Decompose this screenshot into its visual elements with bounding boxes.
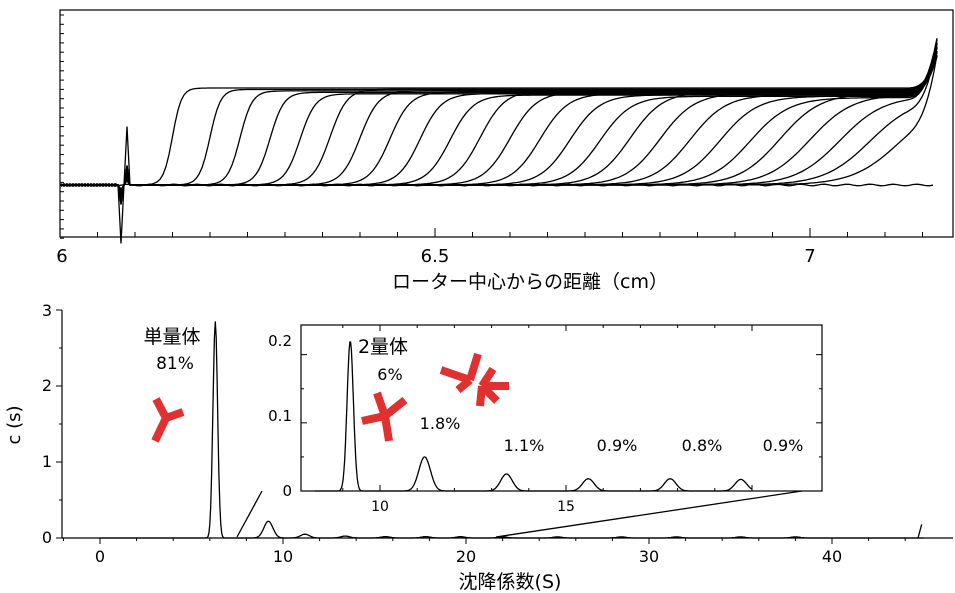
sedimentation-scan-curve: [60, 54, 938, 244]
bottom-xtick-0: 0: [95, 547, 105, 566]
inset-xtick-10: 10: [371, 499, 389, 515]
inset-xtick-15: 15: [557, 499, 575, 515]
bottom-chart: 0 1 2 3 0 10 20 30 40 c (s) 沈降係数(S) 単量体 …: [4, 301, 953, 593]
sedimentation-scan-curve: [60, 47, 938, 198]
bottom-ytick-3: 3: [42, 301, 52, 320]
sedimentation-scan-curve: [60, 51, 938, 202]
inset-ytick-0-1: 0.1: [268, 407, 292, 425]
bottom-xtick-10: 10: [273, 547, 293, 566]
sedimentation-scan-curve: [60, 52, 938, 200]
monomer-antibody-icon: [151, 397, 185, 443]
monomer-percent: 81%: [156, 354, 194, 374]
trimer-antibody-icon: [439, 352, 509, 407]
peak-label-1: 1.8%: [420, 414, 461, 433]
zoom-line-left: [236, 490, 263, 538]
monomer-label: 単量体: [143, 326, 200, 348]
peak-label-2: 1.1%: [504, 436, 545, 455]
sedimentation-scan-curve: [60, 51, 938, 200]
inset-ticks: [301, 325, 822, 492]
sedimentation-scan-curve: [60, 43, 938, 196]
sedimentation-scan-curve: [60, 55, 938, 205]
top-x-axis-label: ローター中心からの距離（cm）: [392, 271, 668, 293]
inset-chart: 0 0.1 0.2 10 15 2量体 6% 1.8% 1.1% 0.9% 0.…: [268, 324, 823, 515]
sedimentation-scan-curve: [60, 46, 938, 198]
top-xtick-6: 6: [56, 246, 67, 267]
dimer-percent: 6%: [377, 365, 402, 384]
sedimentation-scan-curve: [60, 38, 938, 193]
bottom-y-axis-label: c (s): [4, 405, 25, 444]
sedimentation-scan-curve: [60, 43, 938, 191]
baseline-scan-curve: [60, 183, 934, 187]
peak-label-3: 0.9%: [597, 436, 638, 455]
bottom-xtick-20: 20: [456, 547, 476, 566]
top-minor-ticks: [59, 14, 923, 239]
top-xtick-6-5: 6.5: [421, 246, 450, 267]
sedimentation-scan-curve: [60, 42, 938, 198]
dimer-antibody-icon: [361, 391, 408, 442]
sedimentation-scan-curve: [60, 47, 938, 200]
inset-frame: [300, 324, 823, 492]
top-xtick-7: 7: [804, 246, 815, 267]
bottom-distribution-curve: [100, 321, 924, 539]
peak-label-4: 0.8%: [682, 436, 723, 455]
bottom-ytick-2: 2: [42, 376, 52, 395]
inset-ytick-0: 0: [282, 482, 292, 500]
top-plot-frame: [59, 9, 954, 238]
sedimentation-scan-curve: [60, 48, 938, 199]
top-curves: [60, 38, 938, 244]
inset-distribution-curve: [314, 341, 753, 492]
dimer-label: 2量体: [358, 336, 408, 358]
bottom-ytick-1: 1: [42, 452, 52, 471]
sedimentation-scan-curve: [60, 43, 938, 195]
bottom-xtick-40: 40: [822, 547, 842, 566]
sedimentation-scan-curve: [60, 39, 938, 192]
bottom-x-axis-label: 沈降係数(S): [459, 571, 562, 593]
sedimentation-scan-curve: [60, 50, 938, 203]
peak-label-5: 0.9%: [763, 436, 804, 455]
sedimentation-scan-curve: [60, 42, 938, 197]
top-chart: 6 6.5 7 ローター中心からの距離（cm）: [56, 9, 954, 293]
sedimentation-scan-curve: [60, 51, 938, 201]
bottom-ytick-0: 0: [42, 528, 52, 547]
sedimentation-scan-curve: [60, 46, 938, 199]
zoom-line-right: [495, 487, 823, 538]
bottom-xtick-30: 30: [639, 547, 659, 566]
inset-ytick-0-2: 0.2: [268, 332, 292, 350]
